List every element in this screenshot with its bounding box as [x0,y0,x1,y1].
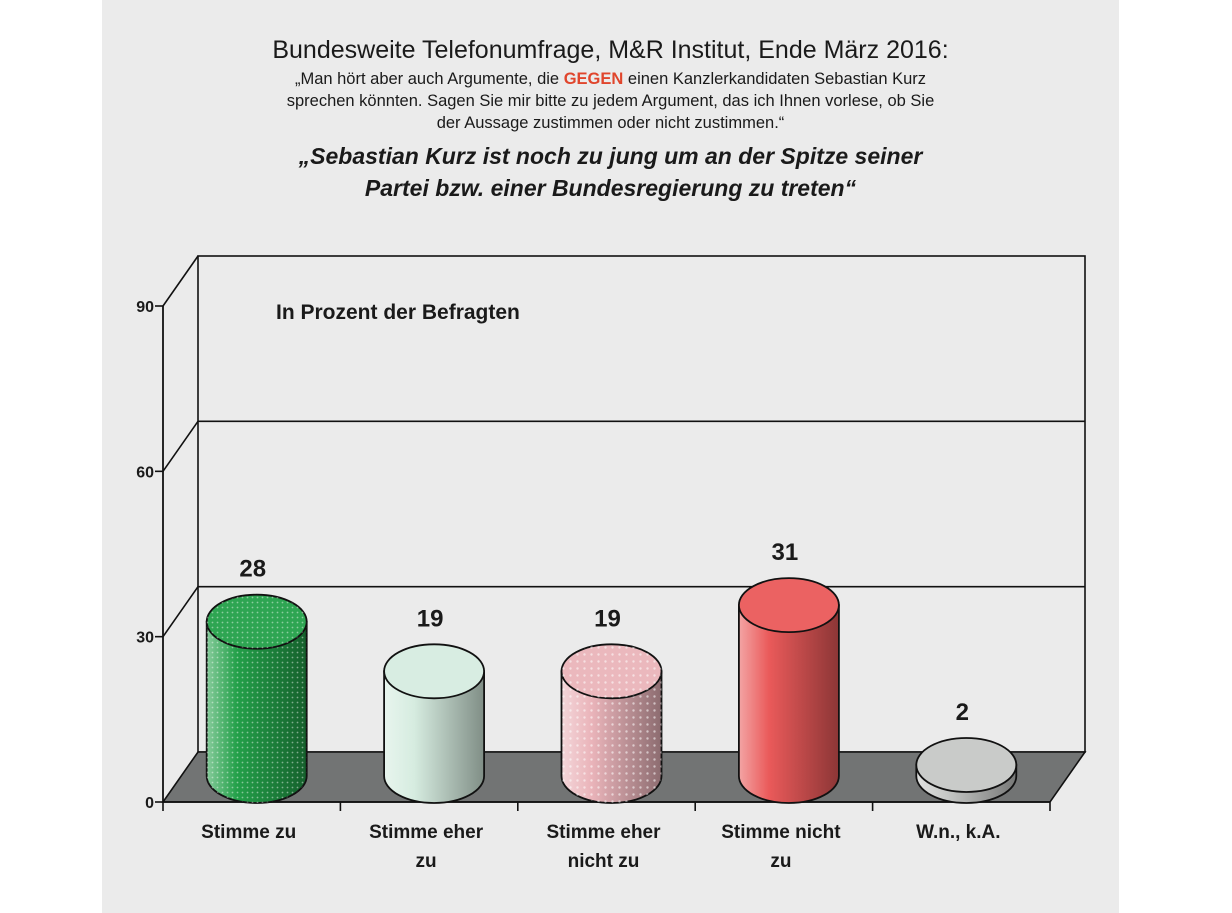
question-line-3: der Aussage zustimmen oder nicht zustimm… [436,114,785,132]
gridline-side [162,586,199,638]
x-tick-label: Stimme eher [369,822,484,843]
y-tick-label: 90 [136,299,154,316]
value-label: 28 [239,556,266,583]
chart-subtitle: In Prozent der Befragten [276,301,520,324]
bar-1 [383,643,486,804]
bar-4 [915,737,1018,804]
question-text-after: einen Kanzlerkandidaten Sebastian Kurz [623,70,927,88]
question-line-2: sprechen könnten. Sagen Sie mir bitte zu… [286,92,935,110]
bar-series [205,577,1018,804]
bar-top [738,577,840,634]
bar-top [383,643,486,700]
bar-top-texture [561,644,662,699]
question-line-1: „Man hört aber auch Argumente, die GEGEN… [102,68,1119,90]
bar-0 [205,593,308,804]
y-tick-label: 0 [145,795,154,812]
statement-line-1: „Sebastian Kurz ist noch zu jung um an d… [298,143,923,169]
x-tick-label: W.n., k.A. [916,822,1000,843]
bar-2 [560,643,663,804]
bar-texture [206,621,307,804]
x-axis-labels: Stimme zu Stimme eher zu Stimme eher nicht z… [201,822,1000,872]
x-tick-label: Stimme nicht [721,822,841,843]
value-label: 19 [594,605,621,632]
value-labels: 28 19 19 31 2 [239,539,969,726]
bar-top-texture [206,594,307,649]
x-tick-label: Stimme zu [201,822,296,843]
y-tick-label: 30 [136,630,154,647]
x-tick-label: Stimme eher [546,822,661,843]
bar-texture [561,671,662,803]
value-label: 31 [772,539,799,566]
bar-body [383,670,485,804]
side-wall-edge [162,255,199,307]
question-highlight: GEGEN [563,70,624,88]
question-text-before: „Man hört aber auch Argumente, die [294,70,564,88]
value-label: 2 [956,699,969,726]
x-tick-label: zu [416,851,437,872]
gridline-side [162,420,199,472]
bar-body [738,604,840,804]
x-tick-label: zu [770,851,791,872]
bar-top [915,737,1018,793]
value-label: 19 [417,605,444,632]
y-tick-label: 60 [136,464,154,481]
statement-line-2: Partei bzw. einer Bundesregierung zu tre… [364,175,857,201]
bar-3 [738,577,840,804]
x-tick-label: nicht zu [568,851,640,872]
chart-title: Bundesweite Telefonumfrage, M&R Institut… [272,36,949,64]
